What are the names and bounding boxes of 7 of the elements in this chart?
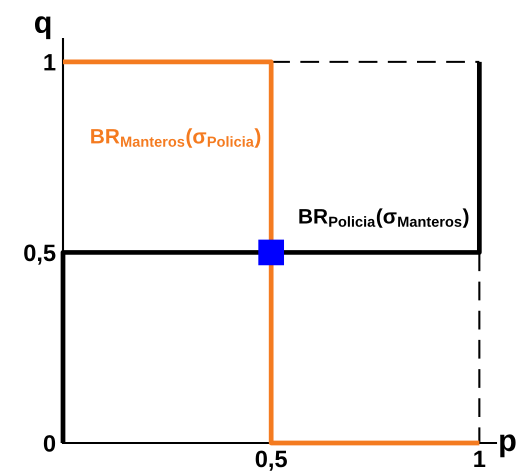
y-tick-label: 0 (44, 435, 56, 452)
y-tick-label: 1 (44, 54, 56, 70)
annotation: BR$_{Manteros}$(σ$_{Policia}$) (91, 128, 260, 148)
y-axis-title: q (35, 16, 50, 40)
annotation: BR$_{Policia}$(σ$_{Manteros}$) (299, 208, 468, 228)
x-axis-title: p (500, 434, 516, 458)
y-tick-label: 0,5 (24, 244, 56, 265)
